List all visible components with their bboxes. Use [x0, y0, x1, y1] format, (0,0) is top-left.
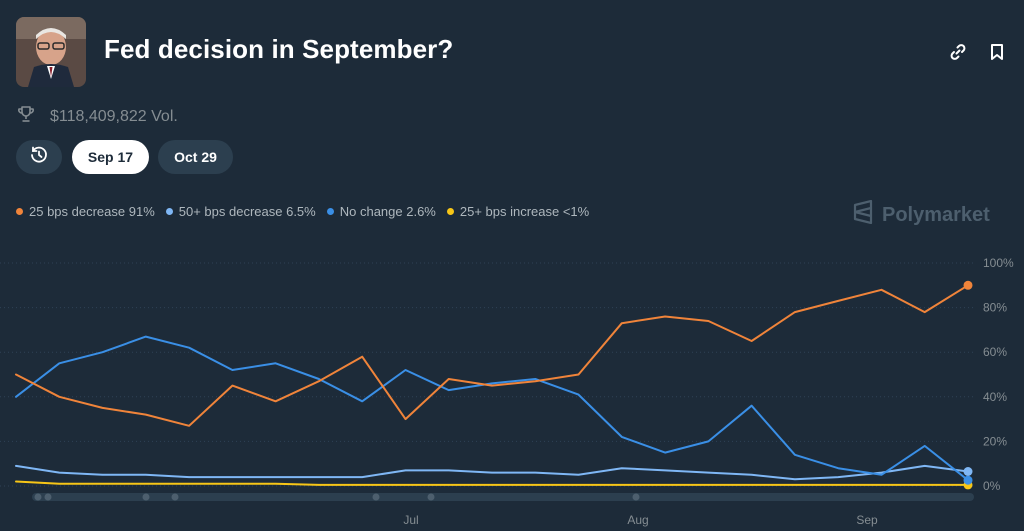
legend-dot — [16, 208, 23, 215]
legend-dot — [165, 208, 173, 215]
scrubber-track[interactable] — [32, 493, 974, 501]
trophy-icon — [16, 104, 36, 129]
bookmark-icon[interactable] — [987, 42, 1007, 62]
chart-gridlines — [0, 262, 975, 487]
polymarket-watermark: Polymarket — [852, 199, 990, 230]
series-end-dot — [963, 467, 973, 477]
scrubber-marker[interactable] — [142, 493, 150, 501]
market-image — [16, 17, 86, 87]
scrubber-marker[interactable] — [34, 493, 42, 501]
brand-name: Polymarket — [882, 203, 990, 226]
legend-item-50-decrease[interactable]: 50+ bps decrease 6.5% — [165, 204, 316, 219]
timeline-scrubber — [32, 493, 974, 501]
link-icon[interactable] — [948, 42, 968, 62]
volume-text: $118,409,822 Vol. — [50, 107, 178, 125]
market-title: Fed decision in September? — [104, 34, 454, 64]
series-end-dot — [963, 475, 973, 485]
chart-legend: 25 bps decrease 91% 50+ bps decrease 6.5… — [16, 204, 600, 219]
x-tick-label: Sep — [856, 513, 878, 527]
legend-item-25-increase[interactable]: 25+ bps increase <1% — [446, 204, 590, 219]
scrubber-marker[interactable] — [171, 493, 179, 501]
history-button[interactable] — [16, 140, 62, 174]
x-axis-labels: Jul Aug Sep — [403, 513, 878, 527]
series-line-50-bps-decrease[interactable] — [15, 464, 969, 481]
scrubber-marker[interactable] — [372, 493, 380, 501]
scrubber-marker[interactable] — [427, 493, 435, 501]
legend-label: No change 2.6% — [339, 204, 436, 219]
series-end-dot — [963, 280, 973, 290]
legend-label: 50+ bps decrease 6.5% — [178, 204, 316, 219]
series-line-no-change[interactable] — [15, 335, 969, 482]
polymarket-logo-icon — [852, 199, 874, 230]
legend-item-25-decrease[interactable]: 25 bps decrease 91% — [16, 204, 155, 219]
series-line-25-bps-decrease[interactable] — [15, 284, 969, 427]
legend-dot — [326, 208, 334, 215]
scrubber-marker[interactable] — [44, 493, 52, 501]
y-tick-label: 60% — [983, 345, 1007, 359]
legend-label: 25 bps decrease 91% — [29, 204, 155, 219]
chart-end-markers — [963, 280, 973, 490]
y-tick-label: 0% — [983, 479, 1001, 493]
tab-sep-17[interactable]: Sep 17 — [72, 140, 149, 174]
legend-item-no-change[interactable]: No change 2.6% — [326, 204, 436, 219]
y-tick-label: 20% — [983, 434, 1007, 448]
y-tick-label: 40% — [983, 390, 1007, 404]
clock-icon — [29, 145, 49, 170]
y-tick-label: 80% — [983, 301, 1007, 315]
legend-label: 25+ bps increase <1% — [459, 204, 590, 219]
x-tick-label: Jul — [403, 513, 418, 527]
series-line-25-bps-increase[interactable] — [15, 480, 969, 486]
chart-series — [15, 284, 969, 486]
volume-row: $118,409,822 Vol. — [16, 104, 178, 129]
x-tick-label: Aug — [627, 513, 648, 527]
legend-dot — [446, 208, 454, 215]
price-history-chart[interactable]: 100% 80% 60% 40% 20% 0% Jul Aug Sep — [0, 240, 1024, 531]
y-axis-labels: 100% 80% 60% 40% 20% 0% — [983, 256, 1014, 493]
tab-oct-29[interactable]: Oct 29 — [158, 140, 233, 174]
scrubber-marker[interactable] — [632, 493, 640, 501]
y-tick-label: 100% — [983, 256, 1014, 270]
